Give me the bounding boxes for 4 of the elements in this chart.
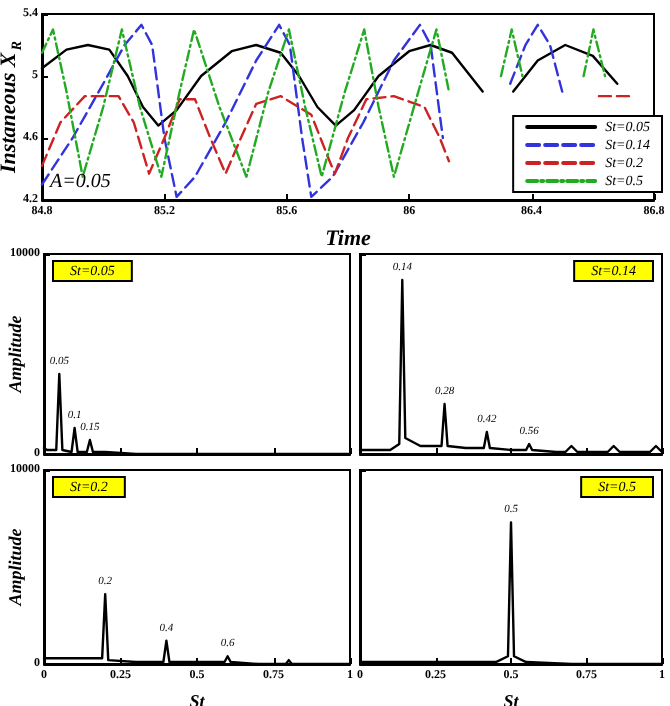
annotation: A=0.05 [48, 171, 111, 193]
x-axis-title: Time [325, 226, 372, 251]
y-axis-title: Amplitude [5, 528, 25, 608]
y-axis-title: Amplitude [5, 315, 25, 395]
